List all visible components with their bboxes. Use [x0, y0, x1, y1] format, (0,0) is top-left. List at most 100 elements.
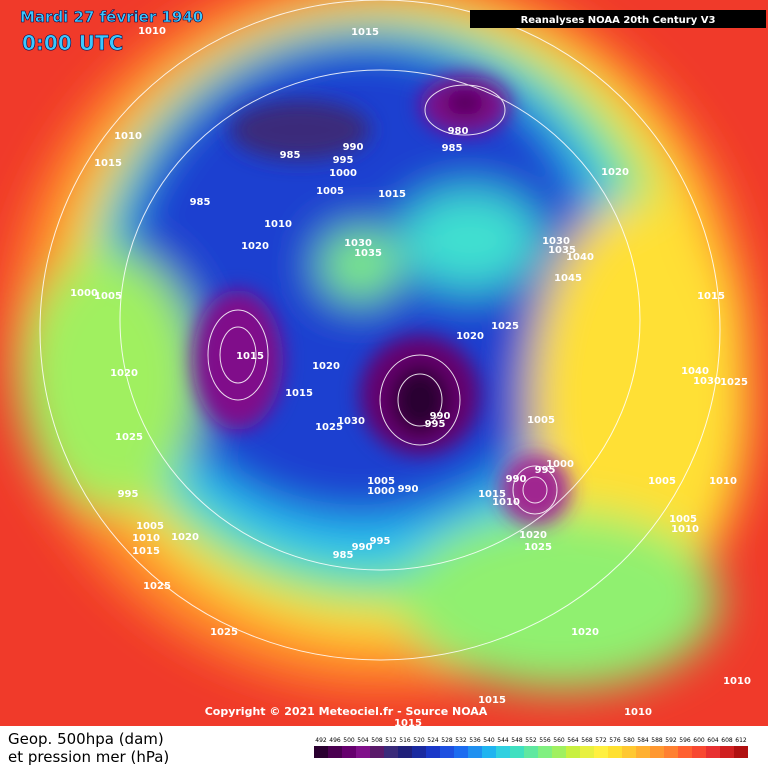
scale-label: 572 [595, 737, 607, 744]
isobar-label: 985 [190, 197, 211, 208]
isobar-label: 1010 [138, 26, 166, 37]
isobar-label: 1005 [648, 476, 676, 487]
isobar-label: 1005 [367, 476, 395, 487]
scale-swatch [426, 746, 440, 758]
isobar-label: 1025 [210, 627, 238, 638]
isobar-label: 1015 [478, 489, 506, 500]
isobar-label: 1015 [378, 189, 406, 200]
scale-swatch [510, 746, 524, 758]
scale-label: 600 [693, 737, 705, 744]
isobar-label: 1000 [367, 486, 395, 497]
scale-swatch [678, 746, 692, 758]
isobar-label: 1020 [171, 532, 199, 543]
isobar-label: 1035 [354, 248, 382, 259]
scale-swatch [566, 746, 580, 758]
scale-label: 540 [483, 737, 495, 744]
scale-swatch [608, 746, 622, 758]
isobar-label: 1010 [264, 219, 292, 230]
scale-label: 592 [665, 737, 677, 744]
scale-label: 492 [315, 737, 327, 744]
isobar-label: 1030 [344, 238, 372, 249]
isobar-label: 1005 [136, 521, 164, 532]
isobar-label: 1035 [548, 245, 576, 256]
time: 0:00 UTC [22, 31, 123, 55]
scale-swatch [482, 746, 496, 758]
scale-label: 528 [441, 737, 453, 744]
scale-label: 544 [497, 737, 509, 744]
date: Mardi 27 février 1940 [20, 8, 203, 26]
scale-swatch [734, 746, 748, 758]
source-banner: Reanalyses NOAA 20th Century V3 [521, 15, 716, 26]
scale-swatch [692, 746, 706, 758]
scale-swatch [524, 746, 538, 758]
isobar-label: 1020 [110, 368, 138, 379]
scale-label: 504 [357, 737, 369, 744]
scale-swatch [720, 746, 734, 758]
isobar-label: 1010 [492, 497, 520, 508]
isobar-label: 1010 [114, 131, 142, 142]
isobar-label: 1040 [566, 252, 594, 263]
scale-swatch [496, 746, 510, 758]
isobar-label: 985 [442, 143, 463, 154]
isobar-label: 995 [425, 419, 446, 430]
isobar-label: 1040 [681, 366, 709, 377]
isobar-label: 1030 [693, 376, 721, 387]
scale-swatch [356, 746, 370, 758]
isobar-label: 995 [370, 536, 391, 547]
isobar-label: 1020 [571, 627, 599, 638]
scale-label: 516 [399, 737, 411, 744]
isobar-label: 1015 [94, 158, 122, 169]
scale-label: 548 [511, 737, 523, 744]
scale-swatch [552, 746, 566, 758]
isobar-label: 1000 [546, 459, 574, 470]
scale-swatch [664, 746, 678, 758]
scale-label: 536 [469, 737, 481, 744]
scale-label: 524 [427, 737, 439, 744]
scale-swatch [622, 746, 636, 758]
scale-label: 584 [637, 737, 649, 744]
isobar-label: 1020 [601, 167, 629, 178]
isobar-label: 1025 [524, 542, 552, 553]
scale-label: 604 [707, 737, 719, 744]
scale-swatch [398, 746, 412, 758]
isobar-label: 990 [343, 142, 364, 153]
isobar-label: 985 [333, 550, 354, 561]
isobar-label: 1005 [316, 186, 344, 197]
scale-swatch [468, 746, 482, 758]
color-scale: 492 496 500 504 508 512 516 520 524 528 532 536 540 5… [314, 737, 748, 758]
isobar-label: 1025 [720, 377, 748, 388]
isobar-label: 985 [280, 150, 301, 161]
scale-swatch [314, 746, 328, 758]
scale-swatch [538, 746, 552, 758]
copyright: Copyright © 2021 Meteociel.fr - Source N… [205, 705, 488, 718]
isobar-label: 995 [118, 489, 139, 500]
isobar-label: 1010 [624, 707, 652, 718]
scale-label: 588 [651, 737, 663, 744]
isobar-label: 1010 [671, 524, 699, 535]
scale-label: 564 [567, 737, 579, 744]
banner-bg [470, 10, 766, 28]
scale-label: 496 [329, 737, 341, 744]
isobar-label: 1020 [456, 331, 484, 342]
isobar-label: 1015 [394, 718, 422, 729]
isobar-label: 1005 [669, 514, 697, 525]
isobar-label: 990 [430, 411, 451, 422]
scale-label: 596 [679, 737, 691, 744]
isobar-label: 1020 [519, 530, 547, 541]
scale-swatch [440, 746, 454, 758]
scale-label: 612 [735, 737, 747, 744]
scale-swatch [370, 746, 384, 758]
scale-label: 608 [721, 737, 733, 744]
isobar-label: 1025 [143, 581, 171, 592]
scale-swatch [454, 746, 468, 758]
scale-swatch [412, 746, 426, 758]
scale-swatch [650, 746, 664, 758]
isobar-label: 1030 [337, 416, 365, 427]
scale-label: 568 [581, 737, 593, 744]
isobar-label: 1015 [697, 291, 725, 302]
isobar-label: 990 [352, 542, 373, 553]
isobar-label: 1045 [554, 273, 582, 284]
isobar-label: 995 [333, 155, 354, 166]
isobar-label: 1025 [115, 432, 143, 443]
